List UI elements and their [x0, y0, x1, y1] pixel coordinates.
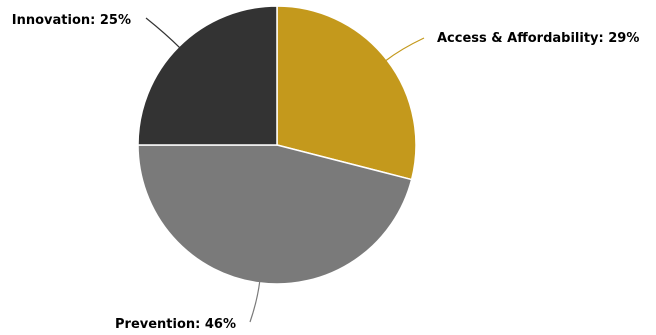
slice-label-access-affordability: Access & Affordability: 29%	[437, 31, 639, 46]
pie-slice-innovation	[137, 5, 278, 146]
pie-slices	[137, 5, 417, 285]
leader-lines	[145, 17, 425, 323]
leader-line-access-affordability	[384, 37, 425, 62]
slice-labels: Access & Affordability: 29% Prevention: 4…	[12, 13, 640, 332]
slice-label-prevention: Prevention: 46%	[115, 317, 236, 332]
slice-label-innovation: Innovation: 25%	[12, 13, 131, 28]
leader-line-innovation	[145, 17, 181, 49]
leader-line-prevention	[249, 280, 261, 323]
